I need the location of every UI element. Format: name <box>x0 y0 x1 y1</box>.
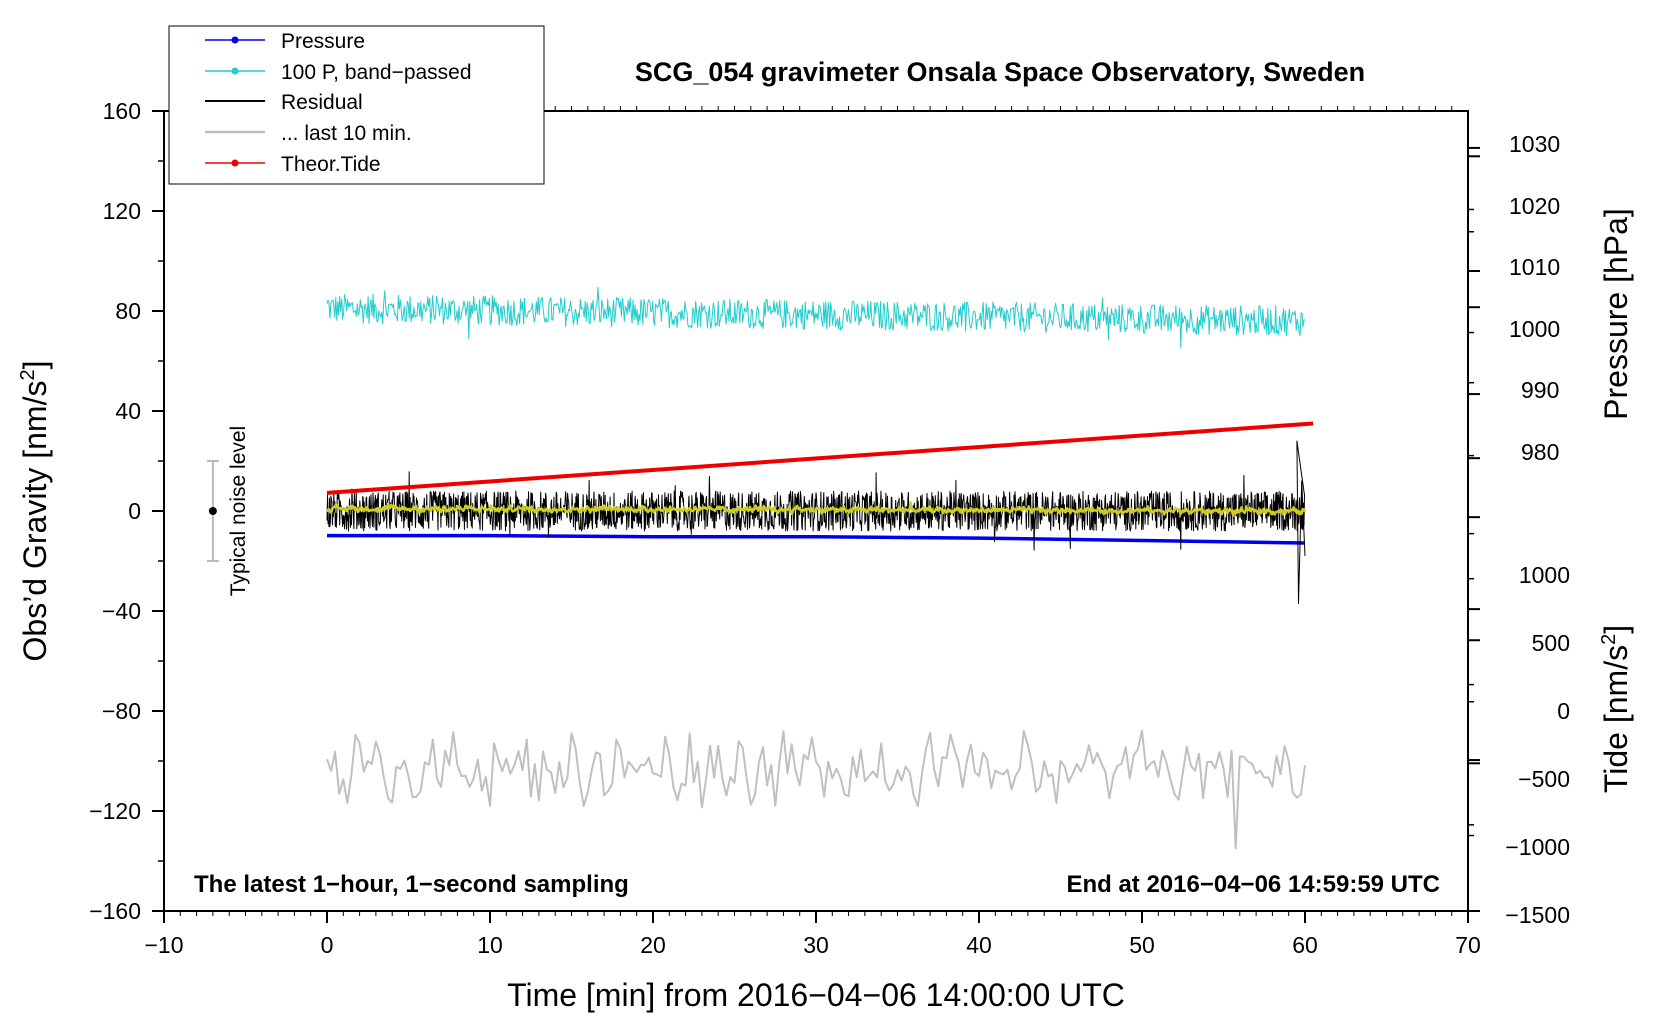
note-left: The latest 1−hour, 1−second sampling <box>194 871 629 898</box>
series-pressure-line <box>327 533 1306 545</box>
y-tick-label: −80 <box>102 698 141 724</box>
pressure-tick-label: 1020 <box>1509 193 1560 219</box>
tide-tick-label: −1500 <box>1505 902 1570 928</box>
legend-label-residual: Residual <box>281 91 363 114</box>
tide-tick-label: 0 <box>1557 698 1570 724</box>
legend-marker-pressure <box>231 36 239 44</box>
y-axis-title-sup: 2 <box>17 369 39 380</box>
legend-label-bandpass: 100 P, band−passed <box>281 61 472 84</box>
series-last-10-min-line <box>326 729 1306 850</box>
tide-axis-title: Tide [nm/s2] <box>1598 625 1634 793</box>
x-tick-label: 70 <box>1455 932 1481 958</box>
x-tick-label: −10 <box>144 932 183 958</box>
y-tick-label: 120 <box>103 198 141 224</box>
y-tick-label: 80 <box>115 298 141 324</box>
x-tick-label: 60 <box>1292 932 1318 958</box>
tide-axis-title-close: ] <box>1598 625 1634 634</box>
tide-tick-labels: 1000 500 0 −500 −1000 −1500 <box>1505 562 1570 928</box>
y-axis-title: Obs’d Gravity [nm/s2] <box>17 361 53 662</box>
x-tick-label: 30 <box>803 932 829 958</box>
legend-label-last10: ... last 10 min. <box>281 122 412 145</box>
legend-marker-tide <box>231 159 239 167</box>
series-residual-line <box>326 440 1306 604</box>
noise-bar-center-dot <box>208 507 217 515</box>
noise-label: Typical noise level <box>227 426 250 596</box>
legend-marker-bandpass <box>231 67 239 75</box>
tide-tick-label: −1000 <box>1505 834 1570 860</box>
pressure-tick-label: 980 <box>1521 439 1559 465</box>
tide-axis-title-sup: 2 <box>1598 634 1620 645</box>
x-tick-label: 0 <box>321 932 334 958</box>
tide-axis-title-text: Tide [nm/s <box>1598 645 1634 793</box>
x-tick-labels: −10 0 10 20 30 40 50 60 70 <box>144 932 1480 958</box>
legend: Pressure 100 P, band−passed Residual ...… <box>168 25 545 185</box>
x-tick-label: 40 <box>966 932 992 958</box>
x-tick-label: 20 <box>640 932 666 958</box>
y-axis-title-text: Obs’d Gravity [nm/s <box>17 381 53 662</box>
x-tick-label: 10 <box>477 932 503 958</box>
y-tick-label: 40 <box>115 398 141 424</box>
y-tick-label: 160 <box>103 98 141 124</box>
tide-tick-label: 500 <box>1532 630 1570 656</box>
legend-box <box>168 25 545 185</box>
series-bandpassed-pressure-line <box>326 286 1306 349</box>
tide-tick-label: 1000 <box>1519 562 1570 588</box>
y-axis-title-close: ] <box>17 361 53 370</box>
pressure-tick-label: 990 <box>1521 377 1559 403</box>
series-layer <box>326 286 1314 850</box>
note-right: End at 2016−04−06 14:59:59 UTC <box>1066 871 1440 898</box>
pressure-axis-title: Pressure [hPa] <box>1598 208 1634 420</box>
x-axis-title: Time [min] from 2016−04−06 14:00:00 UTC <box>507 977 1125 1013</box>
series-filtered-residual-line <box>326 501 1307 517</box>
y-tick-label: −160 <box>89 898 141 924</box>
pressure-tick-label: 1000 <box>1509 316 1560 342</box>
y-tick-label: −120 <box>89 798 141 824</box>
legend-label-tide: Theor.Tide <box>281 153 381 176</box>
series-theoretical-tide-line <box>326 421 1314 495</box>
pressure-tick-label: 1030 <box>1509 131 1560 157</box>
legend-label-pressure: Pressure <box>281 30 365 53</box>
chart-title: SCG_054 gravimeter Onsala Space Observat… <box>635 57 1365 87</box>
pressure-tick-labels: 1030 1020 1010 1000 990 980 <box>1509 131 1560 465</box>
y-tick-label: −40 <box>102 598 141 624</box>
tide-tick-label: −500 <box>1518 766 1570 792</box>
y-tick-labels: 160 120 80 40 0 −40 −80 −120 −160 <box>89 98 141 924</box>
x-tick-label: 50 <box>1129 932 1155 958</box>
noise-level-indicator <box>206 460 219 562</box>
pressure-tick-label: 1010 <box>1509 254 1560 280</box>
y-tick-label: 0 <box>128 498 141 524</box>
